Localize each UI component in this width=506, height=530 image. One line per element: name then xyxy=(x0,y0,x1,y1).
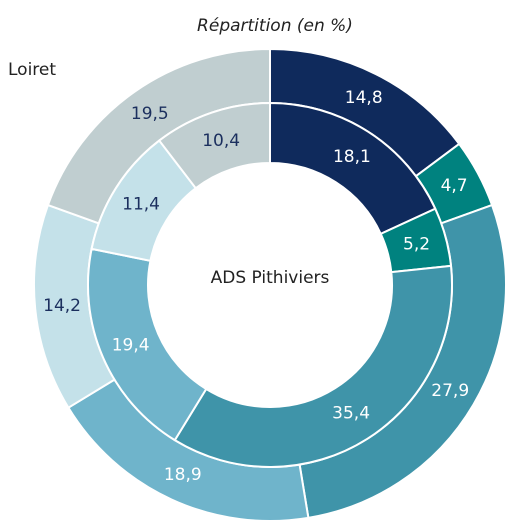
data-label: 14,8 xyxy=(345,88,383,108)
data-label: 27,9 xyxy=(431,381,469,401)
data-label: 14,2 xyxy=(43,296,81,316)
outer-ring-label: Loiret xyxy=(8,60,56,80)
donut-segment xyxy=(157,101,271,190)
data-label: 19,5 xyxy=(131,104,169,124)
data-label: 18,1 xyxy=(333,147,371,167)
chart-title: Répartition (en %) xyxy=(197,16,353,36)
data-label: 35,4 xyxy=(332,404,370,424)
donut-segment xyxy=(173,264,453,468)
data-label: 4,7 xyxy=(441,176,468,196)
data-label: 19,4 xyxy=(112,336,150,356)
data-label: 10,4 xyxy=(202,131,240,151)
data-label: 5,2 xyxy=(403,235,430,255)
inner-ring-label: ADS Pithiviers xyxy=(211,268,330,288)
data-label: 18,9 xyxy=(164,465,202,485)
data-label: 11,4 xyxy=(122,194,160,214)
